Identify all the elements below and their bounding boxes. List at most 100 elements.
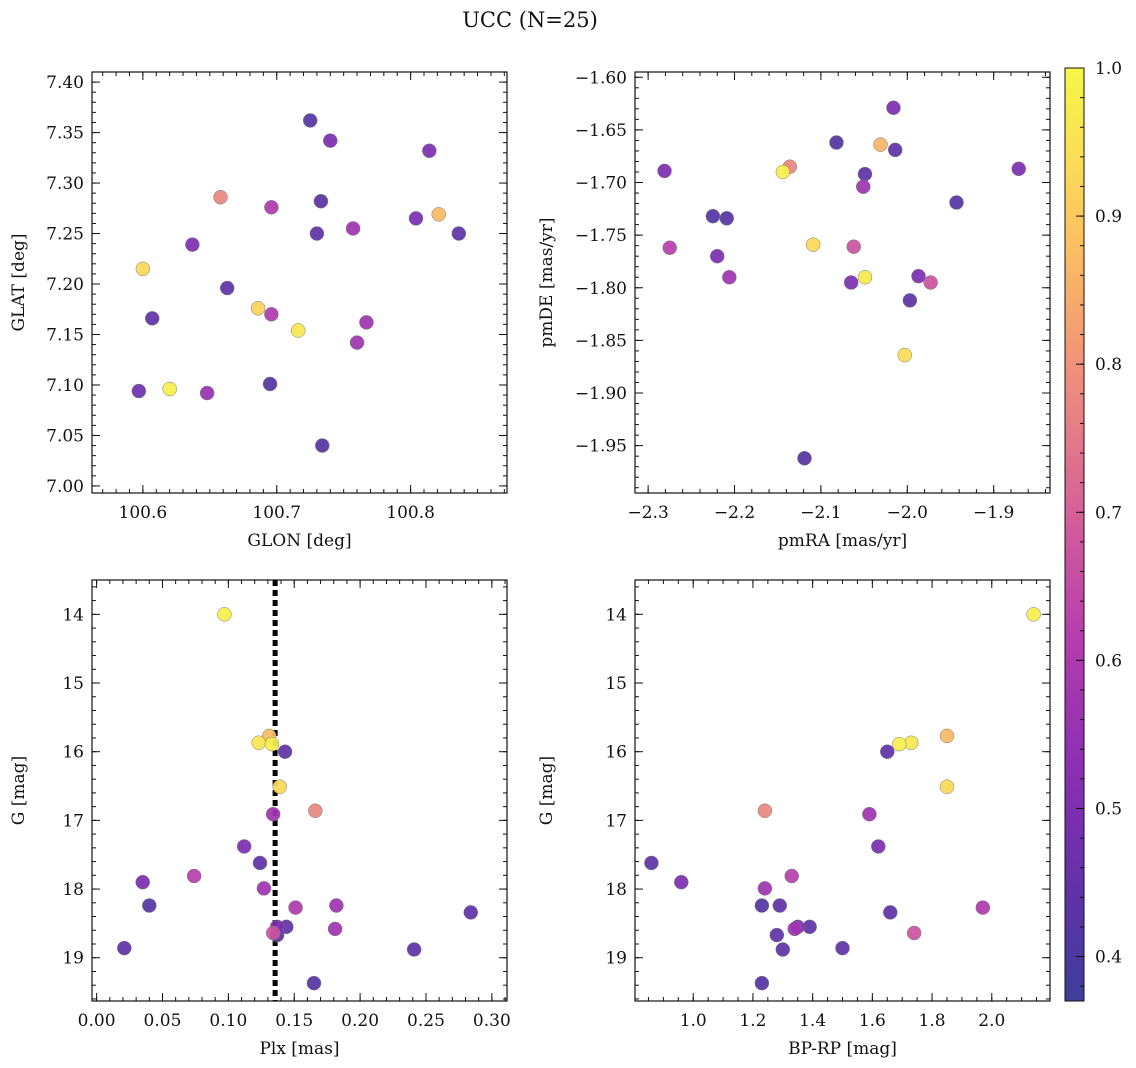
y-tick-label: 17 xyxy=(62,811,84,831)
scatter-point xyxy=(265,925,281,941)
figure-title: UCC (N=25) xyxy=(462,8,598,32)
scatter-point xyxy=(406,942,422,957)
x-tick-label: 0.00 xyxy=(78,1011,116,1031)
y-tick-label: 15 xyxy=(62,674,84,694)
y-axis-label: G [mag] xyxy=(537,756,557,825)
scatter-point xyxy=(709,248,725,264)
x-tick-label: 0.10 xyxy=(209,1011,247,1031)
scatter-point xyxy=(349,335,365,350)
axes-frame xyxy=(91,579,508,1002)
y-tick-label: 7.05 xyxy=(46,426,84,446)
panel-plx-g: 0.00 0.05 0.10 0.15 0.20 0.25 0.30 14 15 16 17 18 19… xyxy=(9,579,511,1059)
axis-ticks xyxy=(635,72,1050,493)
y-tick-label: −1.60 xyxy=(575,68,627,88)
y-tick-label: 7.25 xyxy=(46,225,84,245)
scatter-point xyxy=(323,133,338,148)
y-tick-label: −1.85 xyxy=(575,331,627,351)
y-tick-label: 18 xyxy=(605,880,627,900)
y-axis-label: GLAT [deg] xyxy=(9,233,29,331)
scatter-point xyxy=(288,900,303,915)
y-tick-label: 7.20 xyxy=(46,275,84,295)
x-axis-label: Plx [mas] xyxy=(259,1039,339,1059)
x-tick-label: −2.1 xyxy=(800,503,841,523)
scatter-point xyxy=(662,240,677,256)
y-tick-label: −1.80 xyxy=(575,279,627,299)
scatter-point xyxy=(306,975,322,991)
scatter-point xyxy=(787,921,802,937)
x-tick-label: 1.6 xyxy=(859,1011,886,1031)
scatter-point xyxy=(775,164,791,180)
scatter-point xyxy=(422,143,437,158)
scatter-point xyxy=(754,975,770,991)
y-tick-label: 7.30 xyxy=(46,174,84,194)
scatter-point xyxy=(252,855,268,871)
scatter-point xyxy=(251,735,266,751)
scatter-point xyxy=(219,280,235,296)
scatter-point xyxy=(843,275,859,290)
scatter-point xyxy=(290,323,306,338)
y-tick-label: 16 xyxy=(605,743,627,763)
y-tick-label: 7.40 xyxy=(46,73,84,93)
scatter-point xyxy=(272,779,287,794)
colorbar-tick-label: 0.4 xyxy=(1095,948,1122,968)
scatter-point xyxy=(217,607,232,622)
y-tick-label: 16 xyxy=(62,743,84,763)
colorbar-tick-label: 0.7 xyxy=(1095,503,1122,523)
colorbar-tick-label: 0.6 xyxy=(1095,651,1122,671)
scatter-point xyxy=(302,113,318,128)
y-tick-label: 15 xyxy=(605,674,627,694)
scatter-point xyxy=(345,221,361,236)
scatter-point xyxy=(277,744,293,759)
x-tick-label: −2.3 xyxy=(627,503,668,523)
scatter-point xyxy=(264,307,279,322)
x-tick-label: 0.25 xyxy=(407,1011,445,1031)
scatter-point xyxy=(131,383,147,399)
scatter-point xyxy=(891,736,907,752)
y-tick-label: −1.70 xyxy=(575,174,627,194)
x-tick-label: 2.0 xyxy=(978,1011,1005,1031)
scatter-point xyxy=(135,874,150,890)
axes-frame xyxy=(91,71,508,494)
x-tick-label: 0.20 xyxy=(341,1011,379,1031)
y-axis-label: pmDE [mas/yr] xyxy=(537,217,557,347)
scatter-point xyxy=(213,189,228,205)
scatter-point xyxy=(463,905,479,920)
y-tick-label: 19 xyxy=(62,949,84,969)
panel-pmra-pmde: −2.3 −2.2 −2.1 −2.0 −1.9 −1.95 −1.90 −1.85 −1.80… xyxy=(537,68,1051,551)
scatter-point xyxy=(135,261,151,277)
scatter-point xyxy=(199,385,215,401)
axes-frame xyxy=(634,579,1051,1002)
scatter-point xyxy=(923,275,938,290)
y-tick-label: −1.95 xyxy=(575,437,627,457)
scatter-point xyxy=(769,927,785,943)
y-tick-label: 7.15 xyxy=(46,325,84,345)
scatter-point xyxy=(897,347,912,363)
scatter-point xyxy=(262,376,278,392)
x-tick-label: 0.30 xyxy=(473,1011,511,1031)
scatter-points xyxy=(657,100,1026,466)
x-tick-label: 0.05 xyxy=(144,1011,182,1031)
scatter-point xyxy=(835,940,850,956)
scatter-point xyxy=(142,898,157,913)
x-axis-label: pmRA [mas/yr] xyxy=(778,531,907,551)
scatter-point xyxy=(256,881,272,896)
scatter-point xyxy=(1011,161,1026,177)
scatter-point xyxy=(359,315,374,330)
axis-ticks xyxy=(635,580,1050,1001)
scatter-point xyxy=(657,163,672,179)
x-tick-label: 100.6 xyxy=(119,503,168,523)
scatter-point xyxy=(757,881,773,896)
scatter-point xyxy=(185,237,200,252)
scatter-point xyxy=(855,179,871,194)
panel-glon-glat: 100.6 100.7 100.8 7.00 7.05 7.10 7.15 7.20 7.25 7… xyxy=(9,71,508,551)
y-axis-label: G [mag] xyxy=(9,756,29,825)
panel-bprp-g: 1.0 1.2 1.4 1.6 1.8 2.0 14 15 16 17 18 19 BP-RP [mag… xyxy=(537,579,1051,1059)
scatter-point xyxy=(772,898,788,913)
scatter-point xyxy=(775,942,791,957)
scatter-point xyxy=(313,193,329,209)
scatter-point xyxy=(887,142,903,158)
x-tick-label: −2.2 xyxy=(714,503,755,523)
y-tick-label: 17 xyxy=(605,811,627,831)
y-tick-label: 14 xyxy=(605,605,627,625)
scatter-point xyxy=(117,940,132,956)
